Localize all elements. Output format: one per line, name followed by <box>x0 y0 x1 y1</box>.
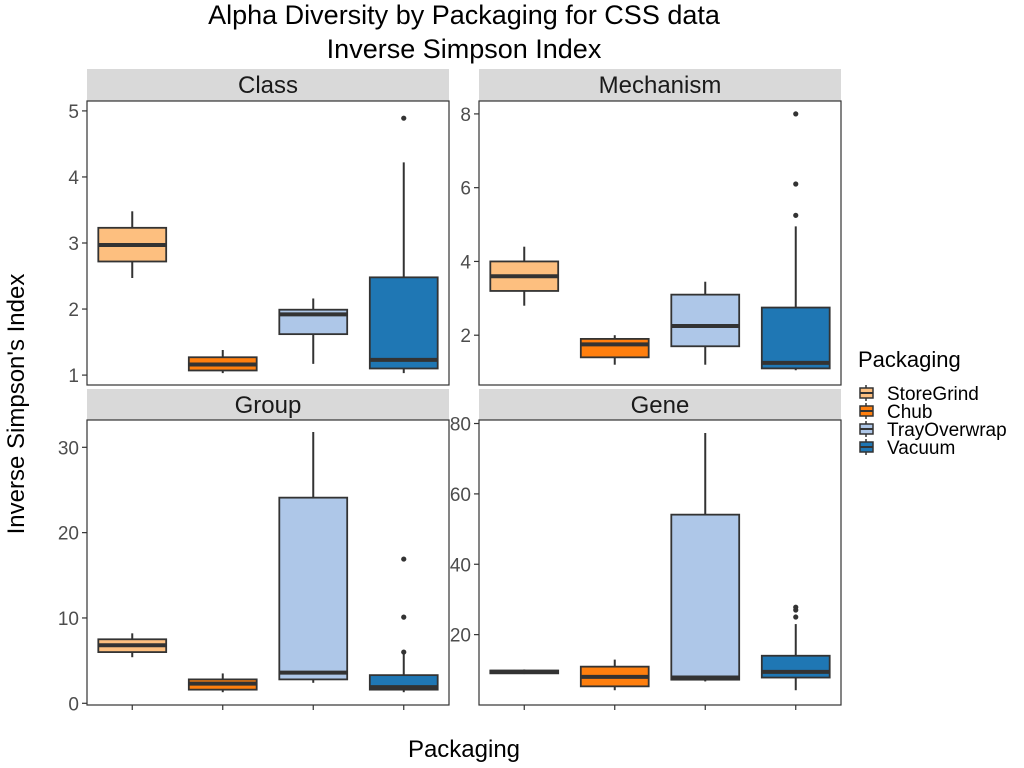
legend-label-trayoverwrap: TrayOverwrap <box>887 420 1007 441</box>
outlier-point-gene-vacuum-0 <box>793 614 799 620</box>
facet-strip-group <box>87 389 449 420</box>
y-tick-label-class-4: 4 <box>68 168 79 189</box>
facet-label-gene: Gene <box>631 392 690 419</box>
iqr-box-class-vacuum <box>368 276 439 370</box>
y-tick-label-group-10: 10 <box>58 609 79 630</box>
box-class-trayoverwrap <box>278 298 349 364</box>
legend-item-storegrind: StoreGrind <box>859 384 979 405</box>
outlier-point-mechanism-vacuum-1 <box>793 181 799 187</box>
legend: Packaging StoreGrindChubTrayOverwrapVacu… <box>858 347 1007 459</box>
panel-mechanism: Mechanism 2 4 6 8 <box>460 69 842 386</box>
box-class-chub <box>187 349 258 374</box>
legend-label-storegrind: StoreGrind <box>887 384 979 405</box>
panel-frame-mechanism <box>478 100 842 386</box>
legend-item-chub: Chub <box>859 402 932 423</box>
y-tick-label-class-5: 5 <box>68 102 79 123</box>
y-tick-label-class-2: 2 <box>68 300 79 321</box>
iqr-box-mechanism-trayoverwrap <box>670 293 741 348</box>
legend-item-vacuum: Vacuum <box>859 438 955 459</box>
box-mechanism-trayoverwrap <box>670 281 741 365</box>
panel-class: Class 1 2 3 4 5 <box>68 69 450 387</box>
y-tick-label-mechanism-6: 6 <box>460 179 471 200</box>
box-group-storegrind <box>97 633 168 658</box>
iqr-box-gene-trayoverwrap <box>670 513 741 681</box>
box-mechanism-chub <box>579 335 650 365</box>
box-class-vacuum <box>368 115 439 374</box>
facet-label-group: Group <box>235 392 302 419</box>
iqr-box-mechanism-chub <box>579 337 650 359</box>
legend-label-chub: Chub <box>887 402 932 423</box>
box-mechanism-vacuum <box>760 111 831 371</box>
panel-frame-group <box>86 419 450 706</box>
legend-title: Packaging <box>858 347 961 372</box>
outlier-point-gene-vacuum-2 <box>793 604 799 610</box>
iqr-box-gene-vacuum <box>760 654 831 679</box>
y-tick-label-gene-40: 40 <box>450 555 471 576</box>
facet-label-mechanism: Mechanism <box>599 72 722 99</box>
y-tick-label-gene-60: 60 <box>450 485 471 506</box>
box-group-trayoverwrap <box>278 431 349 683</box>
y-tick-label-group-20: 20 <box>58 524 79 545</box>
legend-item-trayoverwrap: TrayOverwrap <box>859 420 1007 441</box>
facet-strip-mechanism <box>479 69 841 101</box>
box-gene-vacuum <box>760 604 831 691</box>
y-tick-label-gene-20: 20 <box>450 626 471 647</box>
facet-label-class: Class <box>238 72 298 99</box>
iqr-box-mechanism-vacuum <box>760 306 831 370</box>
box-gene-trayoverwrap <box>670 433 741 682</box>
box-mechanism-storegrind <box>489 246 560 306</box>
panel-gene: Gene 20 40 60 80 <box>450 389 842 710</box>
y-tick-label-class-1: 1 <box>68 366 79 387</box>
y-tick-label-mechanism-4: 4 <box>460 252 471 273</box>
box-gene-storegrind <box>489 669 560 675</box>
outlier-point-group-vacuum-1 <box>401 614 407 620</box>
legend-label-vacuum: Vacuum <box>887 438 955 459</box>
chart-subtitle: Inverse Simpson Index <box>327 34 602 64</box>
y-tick-label-mechanism-2: 2 <box>460 326 471 347</box>
iqr-box-group-trayoverwrap <box>278 496 349 681</box>
outlier-point-mechanism-vacuum-0 <box>793 212 799 218</box>
outlier-point-class-vacuum-0 <box>401 115 407 121</box>
y-tick-label-mechanism-8: 8 <box>460 105 471 126</box>
panel-group: Group 0 10 20 30 <box>58 389 450 715</box>
box-gene-chub <box>579 659 650 691</box>
chart-title: Alpha Diversity by Packaging for CSS dat… <box>208 0 721 30</box>
x-axis-label: Packaging <box>408 736 520 763</box>
facet-panels: Class 1 2 3 4 5 Mechanism 2 4 6 8 Group 0 10 20 30 Gene 2… <box>58 69 842 715</box>
outlier-point-mechanism-vacuum-2 <box>793 111 799 117</box>
y-tick-label-gene-80: 80 <box>450 415 471 436</box>
outlier-point-group-vacuum-2 <box>401 556 407 562</box>
panel-frame-gene <box>478 419 842 706</box>
outlier-point-group-vacuum-0 <box>401 649 407 655</box>
y-tick-label-group-30: 30 <box>58 438 79 459</box>
y-tick-label-class-3: 3 <box>68 234 79 255</box>
facet-strip-gene <box>479 389 841 420</box>
y-axis-label: Inverse Simpson's Index <box>3 274 30 535</box>
box-group-vacuum <box>368 556 439 693</box>
facet-strip-class <box>87 69 449 101</box>
box-group-chub <box>187 673 258 693</box>
y-tick-label-group-0: 0 <box>68 694 79 715</box>
box-class-storegrind <box>97 211 168 279</box>
